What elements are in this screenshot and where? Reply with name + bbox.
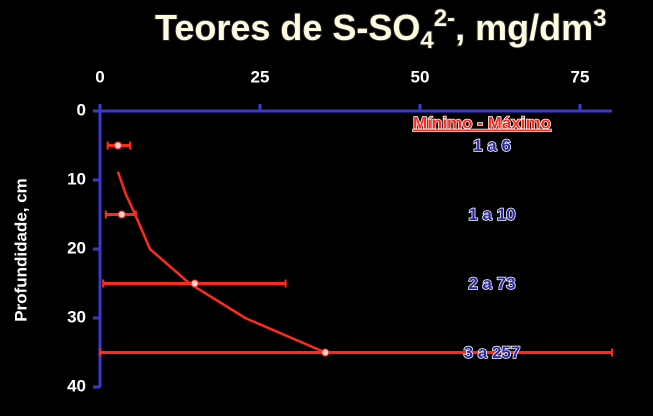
chart-title: Teores de S-SO42-, mg/dm3 [155,5,607,54]
title-superscript: 3 [593,5,606,32]
y-axis-label: Profundidade, cm [11,178,30,322]
range-header: Mínimo - Máximo [413,113,551,132]
y-tick-label: 20 [67,238,86,257]
range-label: 1 a 10 [468,205,515,224]
mean-marker [190,279,199,288]
range-label: 1 a 6 [473,136,511,155]
x-tick-label: 0 [95,67,104,86]
trend-curve [116,171,326,354]
y-tick-label: 10 [67,169,86,188]
y-tick-label: 0 [77,100,86,119]
mean-marker [117,210,126,219]
range-label: 3 a 257 [464,343,521,362]
title-part: Teores de S-SO [155,7,420,48]
range-label: 2 a 73 [468,274,515,293]
mean-marker [321,348,330,357]
title-part: , mg/dm [455,7,593,48]
y-tick-label: 30 [67,307,86,326]
x-tick-label: 75 [571,67,590,86]
mean-marker [113,141,122,150]
title-subscript: 4 [420,27,434,54]
title-superscript: 2- [434,5,455,32]
x-tick-label: 25 [251,67,270,86]
x-tick-label: 50 [411,67,430,86]
y-tick-label: 40 [67,376,86,395]
